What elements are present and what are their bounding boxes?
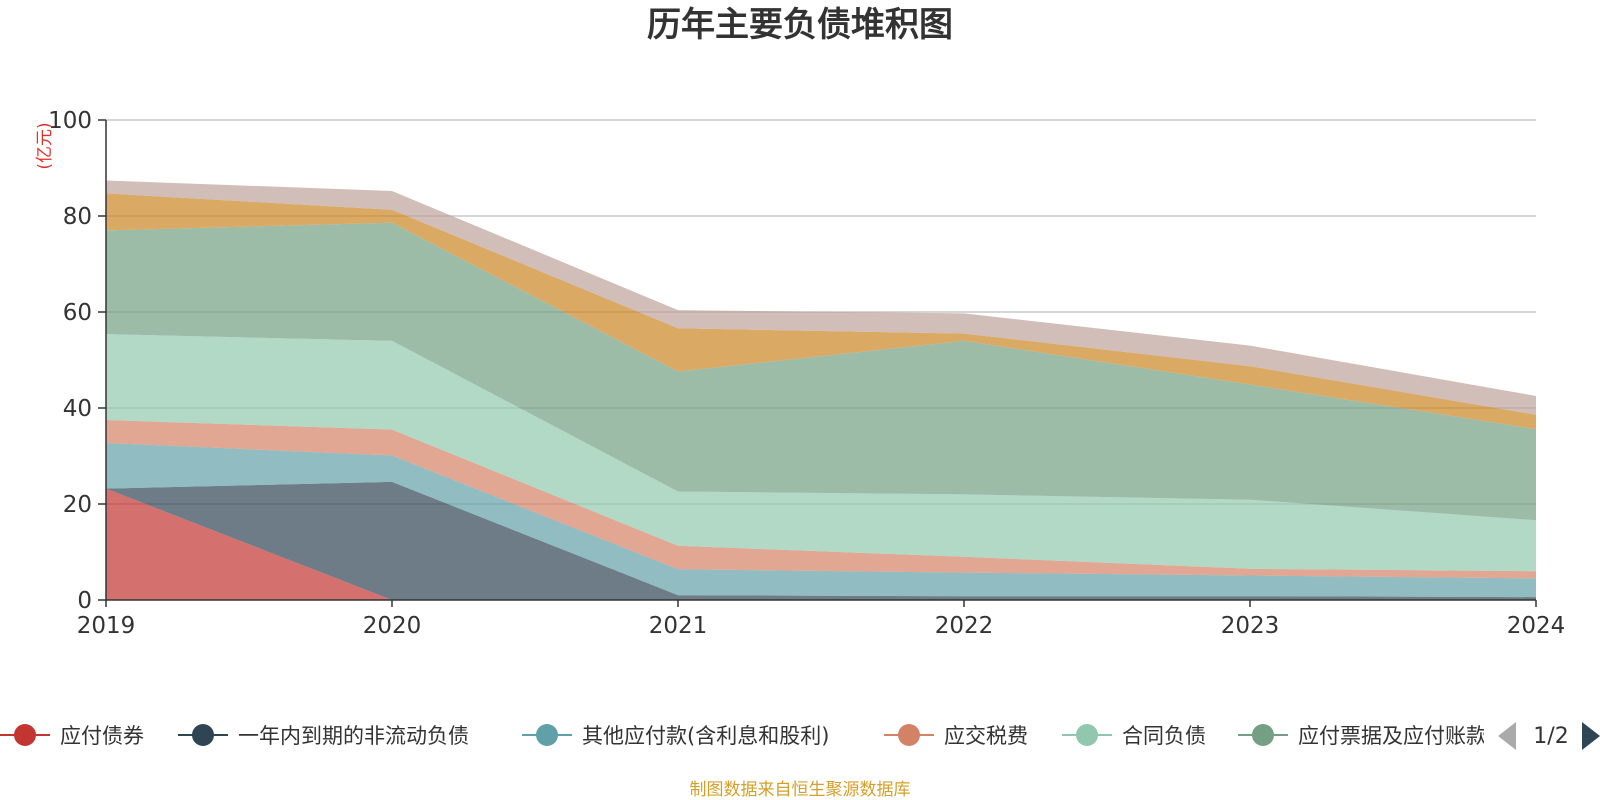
legend-label: 合同负债 (1122, 724, 1206, 748)
legend-circle-icon (536, 724, 558, 746)
area-series (106, 222, 1536, 521)
area-series (106, 420, 1536, 579)
legend-circle-icon (898, 724, 920, 746)
legend-label: 应付票据及应付账款 (1298, 724, 1487, 748)
axes (105, 120, 1536, 601)
legend-item[interactable]: 应交税费 (884, 724, 1028, 748)
legend-page-indicator: 1/2 (1533, 724, 1568, 749)
area-series (106, 180, 1536, 415)
legend-item[interactable]: 一年内到期的非流动负债 (178, 724, 469, 748)
y-tick-label: 100 (48, 108, 92, 134)
legend-label: 一年内到期的非流动负债 (238, 724, 469, 748)
x-axis-ticks: 2019 2020 2021 2022 2023 2024 (77, 600, 1566, 639)
y-tick-label: 80 (63, 204, 92, 230)
chart-title: 历年主要负债堆积图 (647, 5, 953, 45)
y-tick-label: 20 (63, 492, 92, 518)
area-series (106, 488, 1536, 600)
legend-circle-icon (14, 724, 36, 746)
legend-prev-page-icon[interactable] (1498, 722, 1516, 750)
legend-pager: 1/2 (1498, 722, 1600, 750)
legend-label: 应付债券 (60, 724, 144, 748)
x-tick-label: 2023 (1221, 613, 1280, 639)
y-tick-label: 0 (77, 588, 92, 614)
legend-circle-icon (1076, 724, 1098, 746)
area-series (106, 481, 1536, 600)
area-series (106, 443, 1536, 598)
legend-label: 其他应付款(含利息和股利) (582, 724, 829, 748)
y-axis-unit-label: (亿元) (35, 122, 55, 169)
y-axis-ticks: 0 20 40 60 80 100 (48, 108, 106, 614)
legend-item[interactable]: 应付债券 (0, 724, 144, 748)
x-tick-label: 2019 (77, 613, 136, 639)
x-tick-label: 2022 (935, 613, 994, 639)
area-series (106, 193, 1536, 430)
y-tick-label: 60 (63, 300, 92, 326)
legend-item[interactable]: 应付票据及应付账款 (1238, 724, 1487, 748)
legend-circle-icon (192, 724, 214, 746)
legend-item[interactable]: 其他应付款(含利息和股利) (522, 724, 829, 748)
y-tick-label: 40 (63, 396, 92, 422)
data-source-note: 制图数据来自恒生聚源数据库 (690, 780, 911, 800)
legend-label: 应交税费 (944, 724, 1028, 748)
legend-item[interactable]: 合同负债 (1062, 724, 1206, 748)
x-tick-label: 2020 (363, 613, 422, 639)
legend: 应付债券 一年内到期的非流动负债 其他应付款(含利息和股利) 应交税费 合同负债 应付票据… (0, 724, 1487, 748)
legend-circle-icon (1252, 724, 1274, 746)
x-tick-label: 2024 (1507, 613, 1566, 639)
area-series (106, 334, 1536, 572)
x-tick-label: 2021 (649, 613, 708, 639)
legend-next-page-icon[interactable] (1582, 722, 1600, 750)
series-areas (106, 180, 1536, 600)
